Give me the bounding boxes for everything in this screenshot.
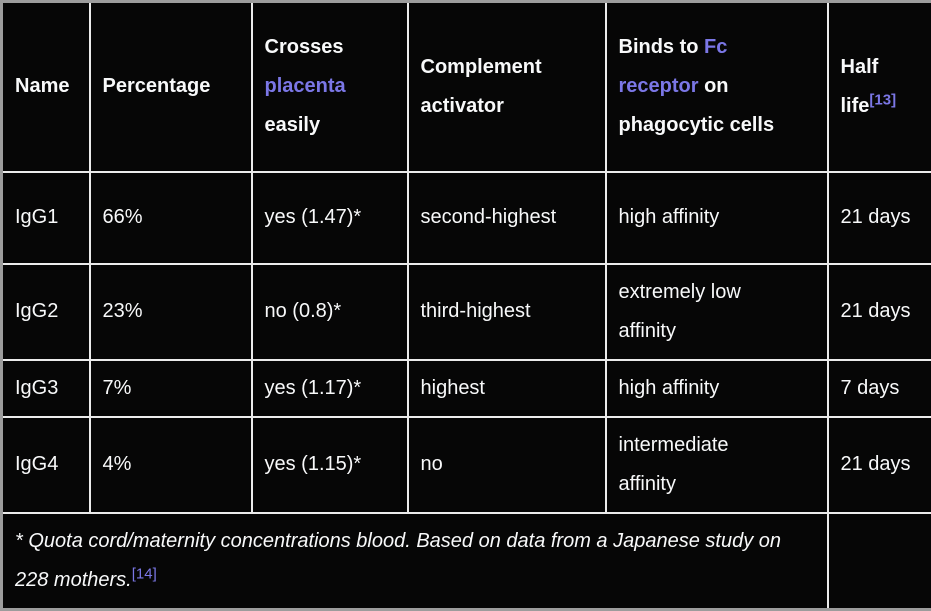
col-header-name: Name xyxy=(2,2,90,172)
cell-percentage: 23% xyxy=(90,264,252,360)
cell-binds-fc: extremely low affinity xyxy=(606,264,828,360)
footnote: * Quota cord/maternity concentrations bl… xyxy=(2,513,828,610)
header-text: easily xyxy=(265,114,321,136)
col-header-binds-fc-receptor: Binds to Fc receptor on phagocytic cells xyxy=(606,2,828,172)
footnote-row: * Quota cord/maternity concentrations bl… xyxy=(2,513,931,610)
cell-percentage: 7% xyxy=(90,360,252,417)
header-row: Name Percentage Crosses placenta easily … xyxy=(2,2,931,172)
cell-name: IgG3 xyxy=(2,360,90,417)
ref-13-link[interactable]: [13] xyxy=(869,91,896,108)
cell-complement-activator: third-highest xyxy=(408,264,606,360)
table-row-igg3: IgG3 7% yes (1.17)* highest high affinit… xyxy=(2,360,931,417)
cell-percentage: 66% xyxy=(90,172,252,264)
cell-half-life: 7 days xyxy=(828,360,931,417)
header-text: Binds to xyxy=(619,36,705,58)
cell-binds-fc: intermediate affinity xyxy=(606,417,828,513)
cell-name: IgG2 xyxy=(2,264,90,360)
cell-half-life: 21 days xyxy=(828,417,931,513)
ref-14-link[interactable]: [14] xyxy=(132,565,157,582)
header-text: Crosses xyxy=(265,36,344,58)
cell-binds-fc: high affinity xyxy=(606,172,828,264)
cell-complement-activator: second-highest xyxy=(408,172,606,264)
col-header-half-life: Half life[13] xyxy=(828,2,931,172)
reference-14: [14] xyxy=(132,565,157,582)
cell-binds-fc: high affinity xyxy=(606,360,828,417)
cell-half-life: 21 days xyxy=(828,172,931,264)
cell-crosses-placenta: yes (1.15)* xyxy=(252,417,408,513)
cell-complement-activator: highest xyxy=(408,360,606,417)
col-header-percentage: Percentage xyxy=(90,2,252,172)
placenta-link[interactable]: placenta xyxy=(265,75,346,97)
table-row-igg4: IgG4 4% yes (1.15)* no intermediate affi… xyxy=(2,417,931,513)
cell-complement-activator: no xyxy=(408,417,606,513)
footnote-empty-cell xyxy=(828,513,931,610)
col-header-crosses-placenta: Crosses placenta easily xyxy=(252,2,408,172)
cell-crosses-placenta: yes (1.17)* xyxy=(252,360,408,417)
cell-name: IgG4 xyxy=(2,417,90,513)
cell-crosses-placenta: no (0.8)* xyxy=(252,264,408,360)
reference-13: [13] xyxy=(869,91,896,108)
cell-name: IgG1 xyxy=(2,172,90,264)
footnote-text: * Quota cord/maternity concentrations bl… xyxy=(15,530,781,591)
table-row-igg2: IgG2 23% no (0.8)* third-highest extreme… xyxy=(2,264,931,360)
table-row-igg1: IgG1 66% yes (1.47)* second-highest high… xyxy=(2,172,931,264)
cell-half-life: 21 days xyxy=(828,264,931,360)
col-header-complement-activator: Complement activator xyxy=(408,2,606,172)
cell-percentage: 4% xyxy=(90,417,252,513)
cell-crosses-placenta: yes (1.47)* xyxy=(252,172,408,264)
